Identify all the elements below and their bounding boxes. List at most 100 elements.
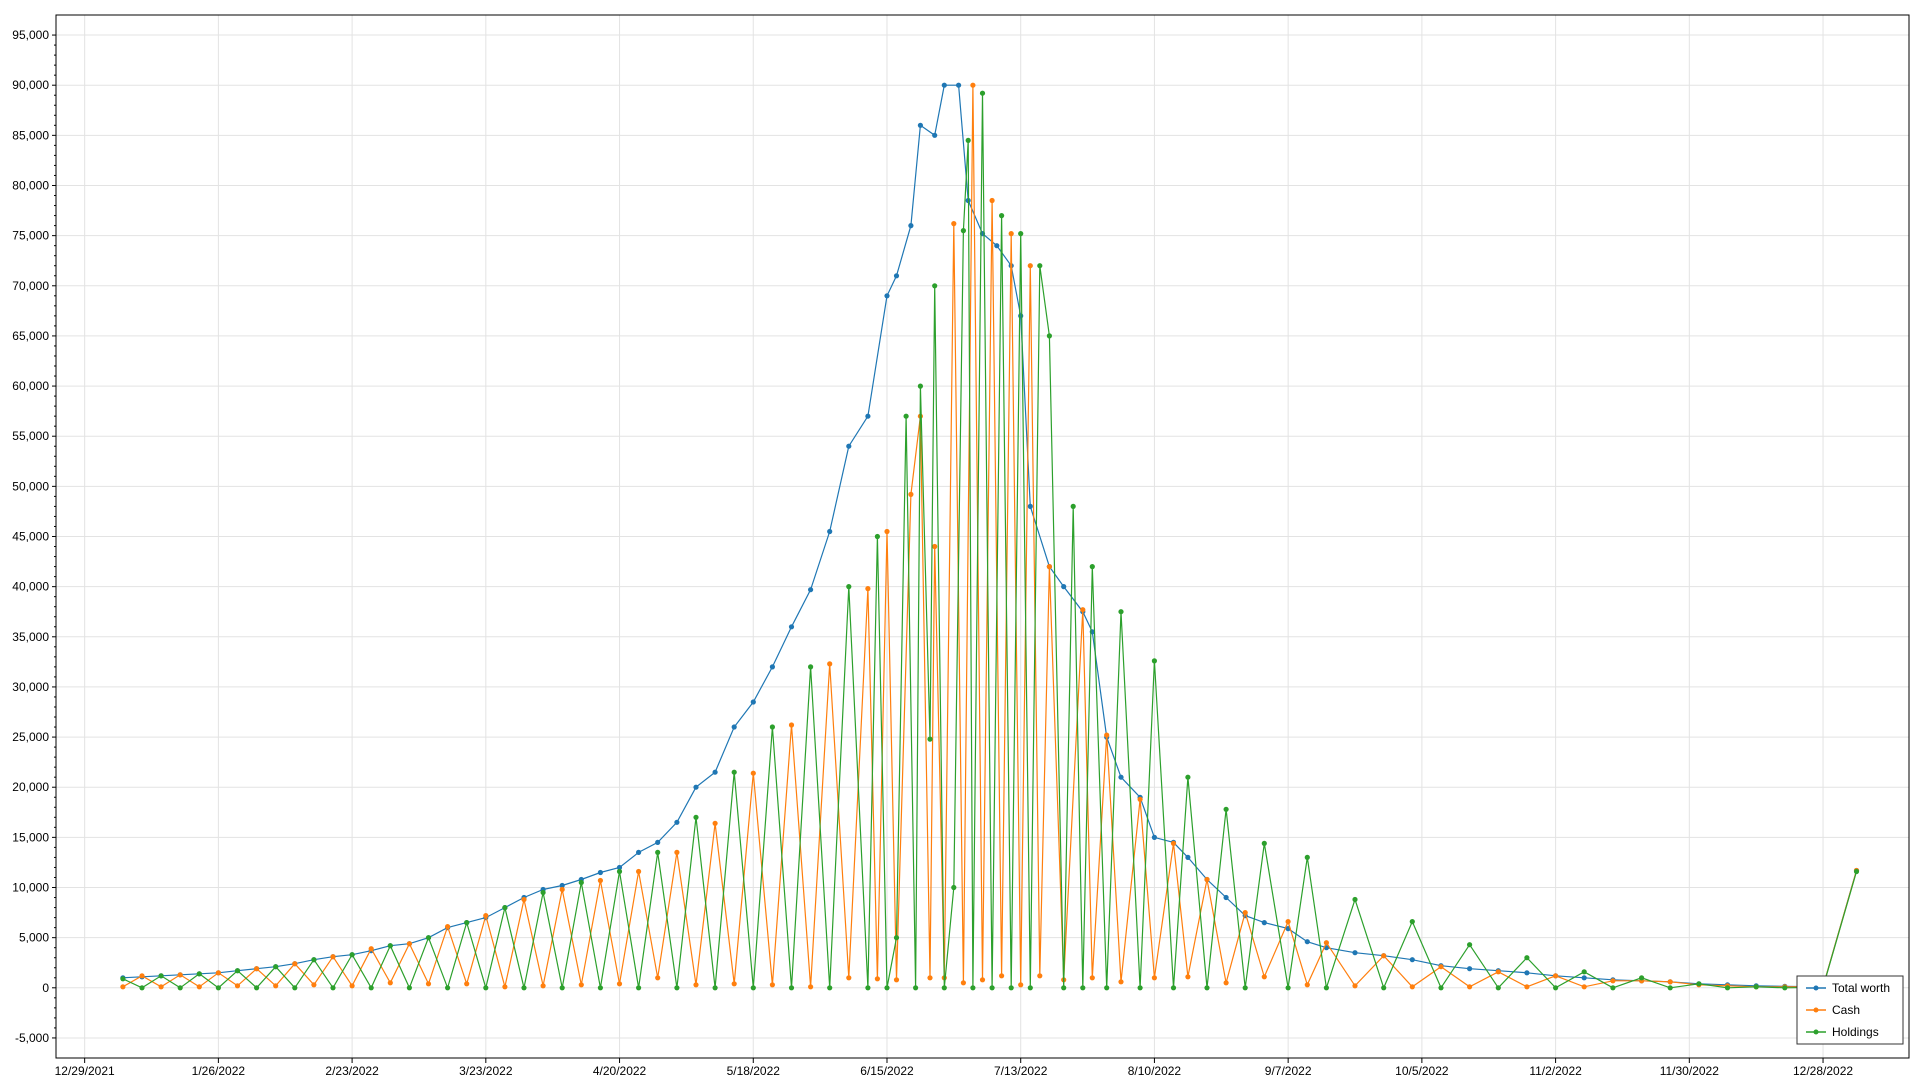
data-point: [158, 973, 164, 979]
data-point: [158, 984, 164, 990]
y-tick-label: 95,000: [12, 28, 49, 42]
data-point: [827, 528, 833, 535]
data-point: [636, 985, 642, 991]
data-point: [1080, 985, 1086, 991]
data-point: [215, 970, 221, 976]
data-point: [951, 884, 957, 891]
data-point: [1089, 564, 1095, 570]
legend-marker-cash: [1813, 1007, 1819, 1013]
data-point: [827, 661, 833, 667]
data-point: [908, 223, 914, 229]
data-point: [1151, 658, 1157, 664]
data-point: [674, 985, 680, 991]
y-tick-label: 90,000: [12, 78, 49, 92]
y-tick-label: 40,000: [12, 580, 49, 594]
data-point: [1261, 840, 1267, 847]
data-point: [1204, 985, 1210, 991]
data-point: [1409, 957, 1415, 963]
data-point: [1137, 796, 1143, 802]
data-point: [965, 137, 971, 143]
data-point: [846, 584, 852, 590]
data-point: [1853, 868, 1860, 875]
data-point: [674, 819, 680, 825]
data-point: [712, 769, 718, 775]
data-point: [655, 839, 661, 846]
data-point: [1352, 983, 1358, 989]
data-point: [865, 985, 871, 991]
series-layer: [120, 82, 1860, 991]
data-point: [1553, 973, 1559, 979]
y-tick-label: 10,000: [12, 881, 49, 895]
data-point: [769, 982, 776, 988]
data-point: [1352, 950, 1358, 956]
data-point: [616, 981, 623, 987]
data-point: [989, 197, 995, 204]
data-point: [712, 985, 718, 991]
data-point: [865, 413, 871, 419]
data-point: [597, 985, 604, 991]
data-point: [846, 975, 852, 981]
data-point: [1027, 263, 1033, 269]
x-tick-label: 10/5/2022: [1395, 1064, 1449, 1078]
legend-label-cash: Cash: [1832, 1003, 1860, 1017]
series-line: [122, 84, 1858, 988]
data-point: [908, 491, 914, 497]
x-tick-label: 1/26/2022: [192, 1064, 246, 1078]
x-tick-label: 11/30/2022: [1660, 1064, 1719, 1078]
data-point: [1242, 985, 1248, 991]
data-point: [970, 82, 976, 88]
legend: Total worth Cash Holdings: [1796, 975, 1904, 1045]
data-point: [927, 975, 933, 981]
data-point: [731, 981, 737, 987]
y-tick-label: 15,000: [12, 830, 49, 844]
data-point: [865, 586, 871, 592]
data-point: [1118, 609, 1124, 615]
data-point: [1667, 979, 1673, 985]
data-point: [808, 984, 814, 990]
y-tick-label: 35,000: [12, 630, 49, 644]
data-point: [445, 924, 451, 930]
data-point: [1467, 942, 1473, 948]
data-point: [349, 983, 355, 989]
data-point: [1046, 564, 1052, 570]
y-tick-label: 25,000: [12, 730, 49, 744]
data-point: [1185, 774, 1191, 780]
data-point: [1724, 985, 1731, 991]
data-point: [1070, 503, 1076, 509]
data-point: [311, 957, 317, 963]
legend-label-total-worth: Total worth: [1832, 981, 1890, 995]
data-point: [769, 664, 776, 670]
data-point: [597, 877, 604, 884]
data-point: [1581, 984, 1587, 990]
data-point: [425, 935, 432, 941]
data-point: [731, 724, 737, 730]
data-point: [788, 624, 795, 630]
data-point: [1027, 985, 1033, 991]
data-point: [616, 868, 623, 875]
data-point: [636, 849, 642, 856]
data-point: [1261, 974, 1267, 980]
data-point: [330, 954, 336, 960]
y-tick-label: 0: [42, 981, 49, 995]
data-point: [1204, 876, 1210, 883]
data-point: [712, 820, 718, 826]
data-point: [1285, 919, 1291, 925]
data-point: [1223, 894, 1229, 901]
data-point: [1352, 896, 1358, 903]
data-point: [846, 443, 852, 449]
data-point: [884, 528, 890, 535]
data-point: [1639, 975, 1645, 981]
y-tick-label: 5,000: [19, 931, 49, 945]
data-point: [502, 984, 508, 990]
x-tick-label: 11/2/2022: [1529, 1064, 1582, 1078]
series-line: [122, 93, 1858, 991]
data-point: [1495, 985, 1501, 991]
data-point: [1323, 985, 1329, 991]
data-point: [1381, 985, 1387, 991]
data-point: [540, 983, 546, 989]
x-tick-label: 6/15/2022: [860, 1064, 914, 1078]
data-point: [788, 722, 795, 728]
data-point: [674, 849, 680, 856]
data-point: [1170, 985, 1177, 991]
